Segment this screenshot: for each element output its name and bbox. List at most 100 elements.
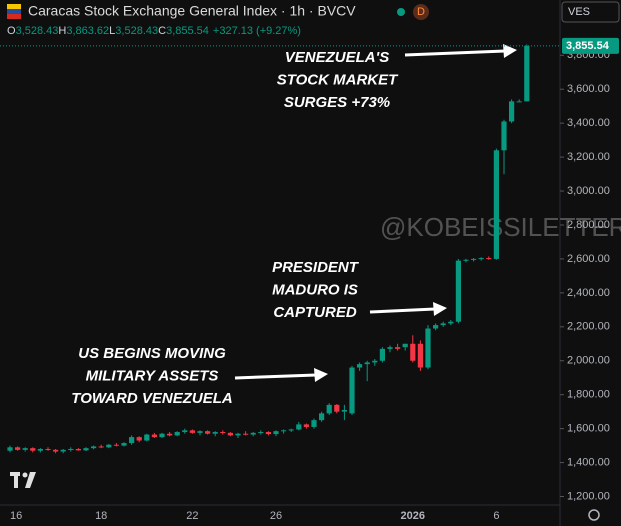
currency[interactable]: VES bbox=[568, 6, 590, 18]
candle-body bbox=[212, 432, 218, 434]
candle-body bbox=[425, 328, 431, 368]
candle-body bbox=[7, 447, 13, 451]
currency-box[interactable] bbox=[561, 1, 620, 23]
candle-body bbox=[341, 409, 347, 412]
candle-body bbox=[357, 364, 363, 368]
y-tick-label: 3,400.00 bbox=[567, 117, 610, 129]
candle-body bbox=[250, 432, 256, 435]
candle-body bbox=[334, 404, 340, 412]
tv-logo bbox=[10, 472, 36, 488]
candle-body bbox=[15, 447, 21, 450]
candle-body bbox=[319, 413, 325, 421]
candle-body bbox=[136, 437, 142, 441]
badge-text: D bbox=[417, 6, 425, 18]
x-tick-label: 18 bbox=[95, 510, 107, 522]
candle-body bbox=[288, 429, 294, 431]
watermark: @KOBEISSILETTER bbox=[380, 212, 621, 242]
ohlc-key: C bbox=[158, 25, 166, 37]
y-tick-label: 1,200.00 bbox=[567, 490, 610, 502]
candle-body bbox=[296, 424, 302, 430]
candle-body bbox=[440, 323, 446, 326]
candle-body bbox=[151, 434, 157, 438]
candle-body bbox=[410, 343, 416, 361]
annotation: STOCK MARKET bbox=[277, 71, 399, 88]
x-tick-label: 16 bbox=[10, 510, 22, 522]
x-tick-label: 26 bbox=[270, 510, 282, 522]
candle-body bbox=[91, 446, 97, 449]
candle-body bbox=[37, 448, 43, 451]
candle-body bbox=[75, 448, 81, 451]
ohlc-value: 3,528.43 bbox=[16, 25, 59, 37]
last-price-box bbox=[562, 37, 619, 54]
candle-body bbox=[326, 404, 332, 414]
ohlc-change: +327.13 (+9.27%) bbox=[213, 25, 301, 37]
candle-body bbox=[433, 325, 439, 329]
y-tick-label: 2,400.00 bbox=[567, 287, 610, 299]
candle-body bbox=[364, 362, 370, 365]
annotation: PRESIDENT bbox=[272, 259, 360, 276]
x-tick-label: 2026 bbox=[401, 510, 425, 522]
ohlc-key: O bbox=[7, 25, 16, 37]
y-tick-label: 3,200.00 bbox=[567, 151, 610, 163]
y-tick-label: 1,600.00 bbox=[567, 423, 610, 435]
candle-body bbox=[60, 449, 66, 452]
ohlc-value: 3,528.43 bbox=[115, 25, 158, 37]
header-title: Caracas Stock Exchange General Index · 1… bbox=[28, 3, 356, 19]
y-tick-label: 3,000.00 bbox=[567, 185, 610, 197]
annotation: CAPTURED bbox=[273, 304, 357, 321]
candle-body bbox=[227, 432, 233, 436]
candle-body bbox=[387, 347, 393, 349]
annotation: VENEZUELA'S bbox=[285, 49, 389, 66]
status-dot bbox=[397, 8, 405, 16]
ohlc-text: O3,528.43H3,863.62L3,528.43C3,855.54 +327… bbox=[7, 25, 301, 37]
ohlc-value: 3,855.54 bbox=[166, 25, 209, 37]
candle-body bbox=[455, 260, 461, 322]
candle-body bbox=[471, 258, 477, 260]
y-tick-label: 2,000.00 bbox=[567, 355, 610, 367]
x-tick-label: 6 bbox=[493, 510, 499, 522]
candle-body bbox=[478, 258, 484, 260]
candle-body bbox=[83, 448, 89, 451]
ohlc-value: 3,863.62 bbox=[66, 25, 109, 37]
candle-body bbox=[265, 432, 271, 435]
candle-body bbox=[189, 430, 195, 433]
candle-body bbox=[53, 449, 59, 452]
candle-body bbox=[113, 444, 119, 446]
candle-body bbox=[159, 433, 165, 438]
annotation: US BEGINS MOVING bbox=[78, 345, 226, 362]
annotation: TOWARD VENEZUELA bbox=[71, 390, 232, 407]
y-tick-label: 1,400.00 bbox=[567, 456, 610, 468]
candle-body bbox=[349, 367, 355, 414]
candle-body bbox=[106, 444, 112, 448]
candle-body bbox=[45, 448, 51, 450]
x-tick-label: 22 bbox=[186, 510, 198, 522]
candle-body bbox=[22, 448, 28, 450]
candle-body bbox=[448, 321, 454, 324]
candle-body bbox=[273, 431, 279, 435]
candle-body bbox=[463, 259, 469, 261]
candle-body bbox=[205, 431, 211, 434]
candle-body bbox=[235, 433, 241, 436]
y-tick-label: 2,200.00 bbox=[567, 321, 610, 333]
candle-body bbox=[509, 101, 515, 122]
candle-body bbox=[30, 448, 36, 451]
candle-body bbox=[417, 343, 423, 368]
candle-body bbox=[174, 432, 180, 436]
badge bbox=[413, 4, 429, 20]
settings-icon bbox=[588, 509, 600, 521]
candle-body bbox=[303, 424, 309, 427]
y-tick-label: 2,800.00 bbox=[567, 219, 610, 231]
ohlc-row: O3,528.43H3,863.62L3,528.43C3,855.54 +327… bbox=[7, 25, 301, 37]
candle-body bbox=[243, 433, 249, 435]
y-tick-label: 3,600.00 bbox=[567, 83, 610, 95]
y-tick-label: 1,800.00 bbox=[567, 389, 610, 401]
candle-body bbox=[486, 258, 492, 260]
candle-body bbox=[144, 434, 150, 441]
candle-body bbox=[493, 150, 499, 259]
candle-body bbox=[379, 348, 385, 361]
candle-body bbox=[501, 121, 507, 151]
annotation: SURGES +73% bbox=[284, 94, 390, 111]
candle-body bbox=[197, 431, 203, 433]
